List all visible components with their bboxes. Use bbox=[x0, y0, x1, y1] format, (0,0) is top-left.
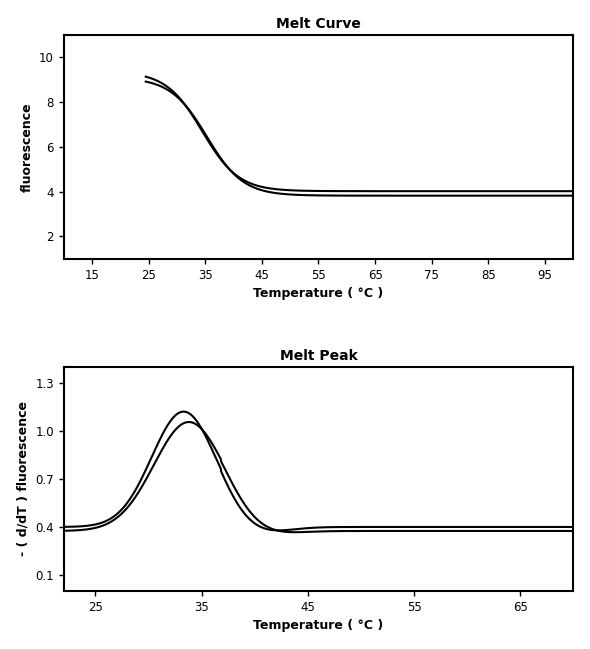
X-axis label: Temperature ( °C ): Temperature ( °C ) bbox=[253, 288, 384, 300]
Title: Melt Peak: Melt Peak bbox=[280, 349, 358, 363]
Title: Melt Curve: Melt Curve bbox=[276, 17, 361, 31]
Y-axis label: - ( d/dT ) fluorescence: - ( d/dT ) fluorescence bbox=[17, 401, 30, 556]
X-axis label: Temperature ( °C ): Temperature ( °C ) bbox=[253, 619, 384, 632]
Y-axis label: fluorescence: fluorescence bbox=[21, 102, 34, 191]
